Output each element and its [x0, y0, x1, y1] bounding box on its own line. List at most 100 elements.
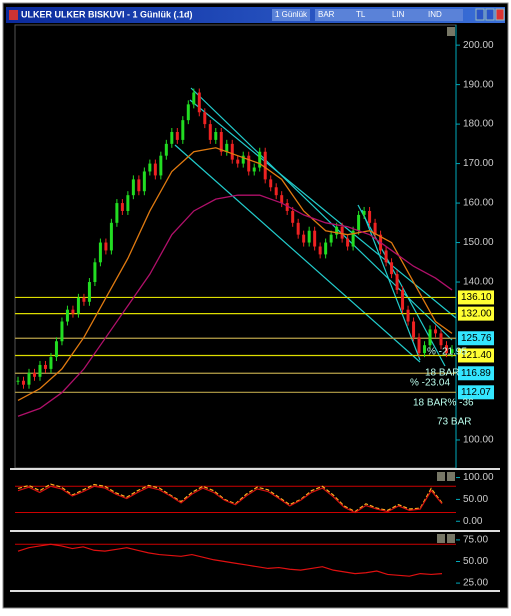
candle-body — [302, 234, 306, 243]
moving-average — [17, 147, 453, 402]
candle-body — [76, 297, 80, 314]
indicator-line — [17, 485, 443, 514]
candle-body — [401, 289, 405, 310]
panel-button[interactable] — [437, 472, 445, 481]
toolbar-label: LIN — [392, 10, 405, 19]
y-tick-label: 160.00 — [463, 198, 494, 209]
level-box — [458, 385, 494, 400]
toolbar-button[interactable] — [389, 9, 427, 21]
level-box — [458, 331, 494, 346]
annotation: % -23.04 — [410, 378, 450, 389]
close[interactable] — [495, 8, 505, 21]
candle-body — [263, 151, 267, 180]
candle-body — [406, 309, 410, 322]
candle-body — [258, 151, 262, 168]
level-label: 121.40 — [461, 350, 492, 361]
candle-body — [104, 242, 108, 251]
candle-body — [417, 337, 421, 354]
candle-body — [32, 372, 36, 377]
candle-body — [197, 92, 201, 113]
candle-body — [357, 214, 361, 231]
y-tick-label: 50.00 — [463, 494, 488, 505]
candle-body — [60, 321, 64, 342]
panel-button[interactable] — [447, 27, 455, 36]
candle-body — [285, 203, 289, 211]
candle-body — [384, 250, 388, 263]
app-icon[interactable] — [9, 10, 18, 20]
candle-body — [109, 222, 113, 251]
level-box — [458, 290, 494, 305]
y-tick-label: 25.00 — [463, 578, 488, 589]
candle-body — [230, 143, 234, 160]
candle-body — [87, 282, 91, 302]
candle-body — [131, 179, 135, 196]
toolbar-button[interactable] — [353, 9, 391, 21]
level-box — [458, 348, 494, 363]
toolbar-label: BAR — [318, 10, 335, 19]
candle-body — [351, 230, 355, 247]
y-tick-label: 75.00 — [463, 535, 488, 546]
candle-body — [269, 179, 273, 188]
y-tick-label: 200.00 — [463, 40, 494, 51]
candle-body — [247, 155, 251, 172]
panel-button[interactable] — [437, 534, 445, 543]
annotation: 18 BAR% -36 — [413, 398, 474, 409]
indicator-line — [17, 543, 443, 577]
candle-body — [27, 372, 31, 385]
candle-body — [439, 333, 443, 346]
minimize[interactable] — [475, 8, 485, 21]
annotation: 18 BAR — [425, 368, 459, 379]
candle-body — [65, 309, 69, 322]
candle-body — [318, 246, 322, 255]
trendline — [361, 209, 421, 361]
candle-body — [329, 234, 333, 243]
candle-body — [16, 380, 20, 382]
candle-body — [346, 238, 350, 247]
candle-body — [98, 242, 102, 263]
candle-body — [291, 210, 295, 223]
y-tick-label: 50.00 — [463, 556, 488, 567]
candle-body — [280, 195, 284, 204]
candle-body — [423, 345, 427, 354]
candle-body — [93, 262, 97, 283]
candle-body — [43, 364, 47, 369]
y-tick-label: 150.00 — [463, 237, 494, 248]
level-box — [458, 306, 494, 321]
candle-body — [225, 143, 229, 152]
toolbar-button[interactable] — [315, 9, 353, 21]
level-label: 112.07 — [461, 387, 491, 398]
panel-button[interactable] — [447, 472, 455, 481]
candle-body — [82, 297, 86, 302]
y-tick-label: 100.00 — [463, 472, 494, 483]
level-label: 132.00 — [461, 308, 492, 319]
candle-body — [164, 143, 168, 156]
trendline — [189, 99, 457, 319]
candle-body — [137, 179, 141, 192]
candle-body — [241, 155, 245, 164]
candle-body — [142, 171, 146, 192]
candle-body — [445, 345, 449, 354]
toolbar-label: 1 Günlük — [275, 10, 308, 19]
toolbar-button[interactable] — [425, 9, 463, 21]
candle-body — [252, 167, 256, 172]
candle-body — [115, 203, 119, 223]
toolbar-label: TL — [356, 10, 366, 19]
candle-body — [181, 120, 185, 140]
candle-body — [148, 163, 152, 172]
candle-body — [126, 195, 130, 211]
panel-button[interactable] — [447, 534, 455, 543]
candle-body — [395, 274, 399, 290]
candle-body — [450, 349, 454, 354]
y-tick-label: 170.00 — [463, 158, 494, 169]
level-box — [458, 366, 494, 381]
candle-body — [186, 104, 190, 121]
candle-body — [54, 341, 58, 358]
candle-body — [274, 187, 278, 196]
candle-body — [219, 131, 223, 152]
candle-body — [340, 226, 344, 239]
toolbar-button[interactable] — [272, 9, 310, 21]
maximize[interactable] — [485, 8, 495, 21]
candle-body — [203, 112, 207, 125]
candle-body — [214, 131, 218, 140]
